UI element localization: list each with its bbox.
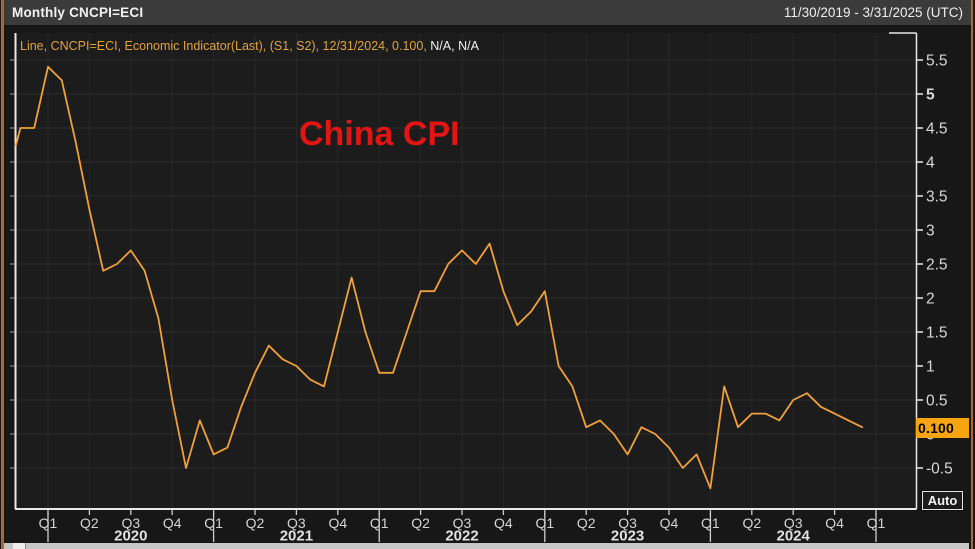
x-quarter-label: Q3 (618, 515, 637, 531)
x-year-label: 2023 (611, 528, 644, 545)
chart-annotation-title: China CPI (299, 115, 460, 153)
window-border-right (971, 0, 973, 549)
date-range-label: 11/30/2019 - 3/31/2025 (UTC) (783, 5, 963, 20)
x-quarter-label: Q2 (80, 515, 99, 531)
x-quarter-label: Q4 (660, 515, 679, 531)
x-quarter-label: Q2 (577, 515, 596, 531)
y-tick-label: 2.5 (926, 257, 948, 274)
cpi-line-series[interactable] (15, 65, 864, 490)
last-price-label: 0.100 (916, 418, 969, 438)
y-tick-label: 1.5 (926, 325, 948, 342)
x-quarter-label: Q3 (287, 515, 306, 531)
grid-vertical (47, 33, 877, 509)
y-tick-label: 5 (926, 87, 935, 104)
year-separators (47, 513, 877, 542)
x-year-label: 2022 (445, 528, 478, 545)
x-quarter-label: Q4 (825, 515, 844, 531)
legend-na-text: N/A, N/A (430, 39, 479, 53)
window-border-left (1, 0, 4, 549)
hscrollbar[interactable] (4, 543, 969, 549)
y-tick-label: 3 (926, 223, 935, 240)
y-tick-label: 5.5 (926, 53, 948, 70)
x-quarter-label: Q3 (784, 515, 803, 531)
y-tick-label: 1 (926, 359, 935, 376)
x-year-labels: 2020 2021 2022 2023 2024 (114, 528, 810, 545)
y-tick-label: -0.5 (926, 461, 953, 478)
x-quarter-label: Q2 (246, 515, 265, 531)
y-tick-label: 3.5 (926, 189, 948, 206)
plot-background (15, 33, 917, 509)
y-tick-label: 4.5 (926, 121, 948, 138)
legend-series-text: Line, CNCPI=ECI, Economic Indicator(Last… (20, 39, 431, 53)
x-quarter-label: Q4 (494, 515, 513, 531)
x-year-label: 2020 (114, 528, 147, 545)
titlebar[interactable]: Monthly CNCPI=ECI 11/30/2019 - 3/31/2025… (4, 0, 971, 27)
legend[interactable]: Line, CNCPI=ECI, Economic Indicator(Last… (20, 38, 479, 54)
y-tick-label: 0.5 (926, 393, 948, 410)
window-title: Monthly CNCPI=ECI (12, 5, 144, 20)
scrollbar-thumb[interactable] (13, 543, 26, 549)
plot-frame (14, 32, 918, 510)
x-quarter-label: Q2 (742, 515, 761, 531)
auto-button[interactable]: Auto (922, 491, 963, 510)
y-tick-label: 2 (926, 291, 935, 308)
y-tick-label: 4 (926, 155, 935, 172)
x-quarter-label: Q3 (121, 515, 140, 531)
x-year-label: 2024 (777, 528, 811, 545)
x-quarter-label: Q4 (328, 515, 347, 531)
grid-horizontal (15, 59, 917, 469)
y-axis-labels: 5.554.543.532.521.510.50-0.5 (926, 53, 953, 478)
x-year-label: 2021 (280, 528, 313, 545)
x-quarter-label: Q3 (453, 515, 472, 531)
x-quarter-label: Q2 (411, 515, 430, 531)
x-quarter-label: Q4 (163, 515, 182, 531)
